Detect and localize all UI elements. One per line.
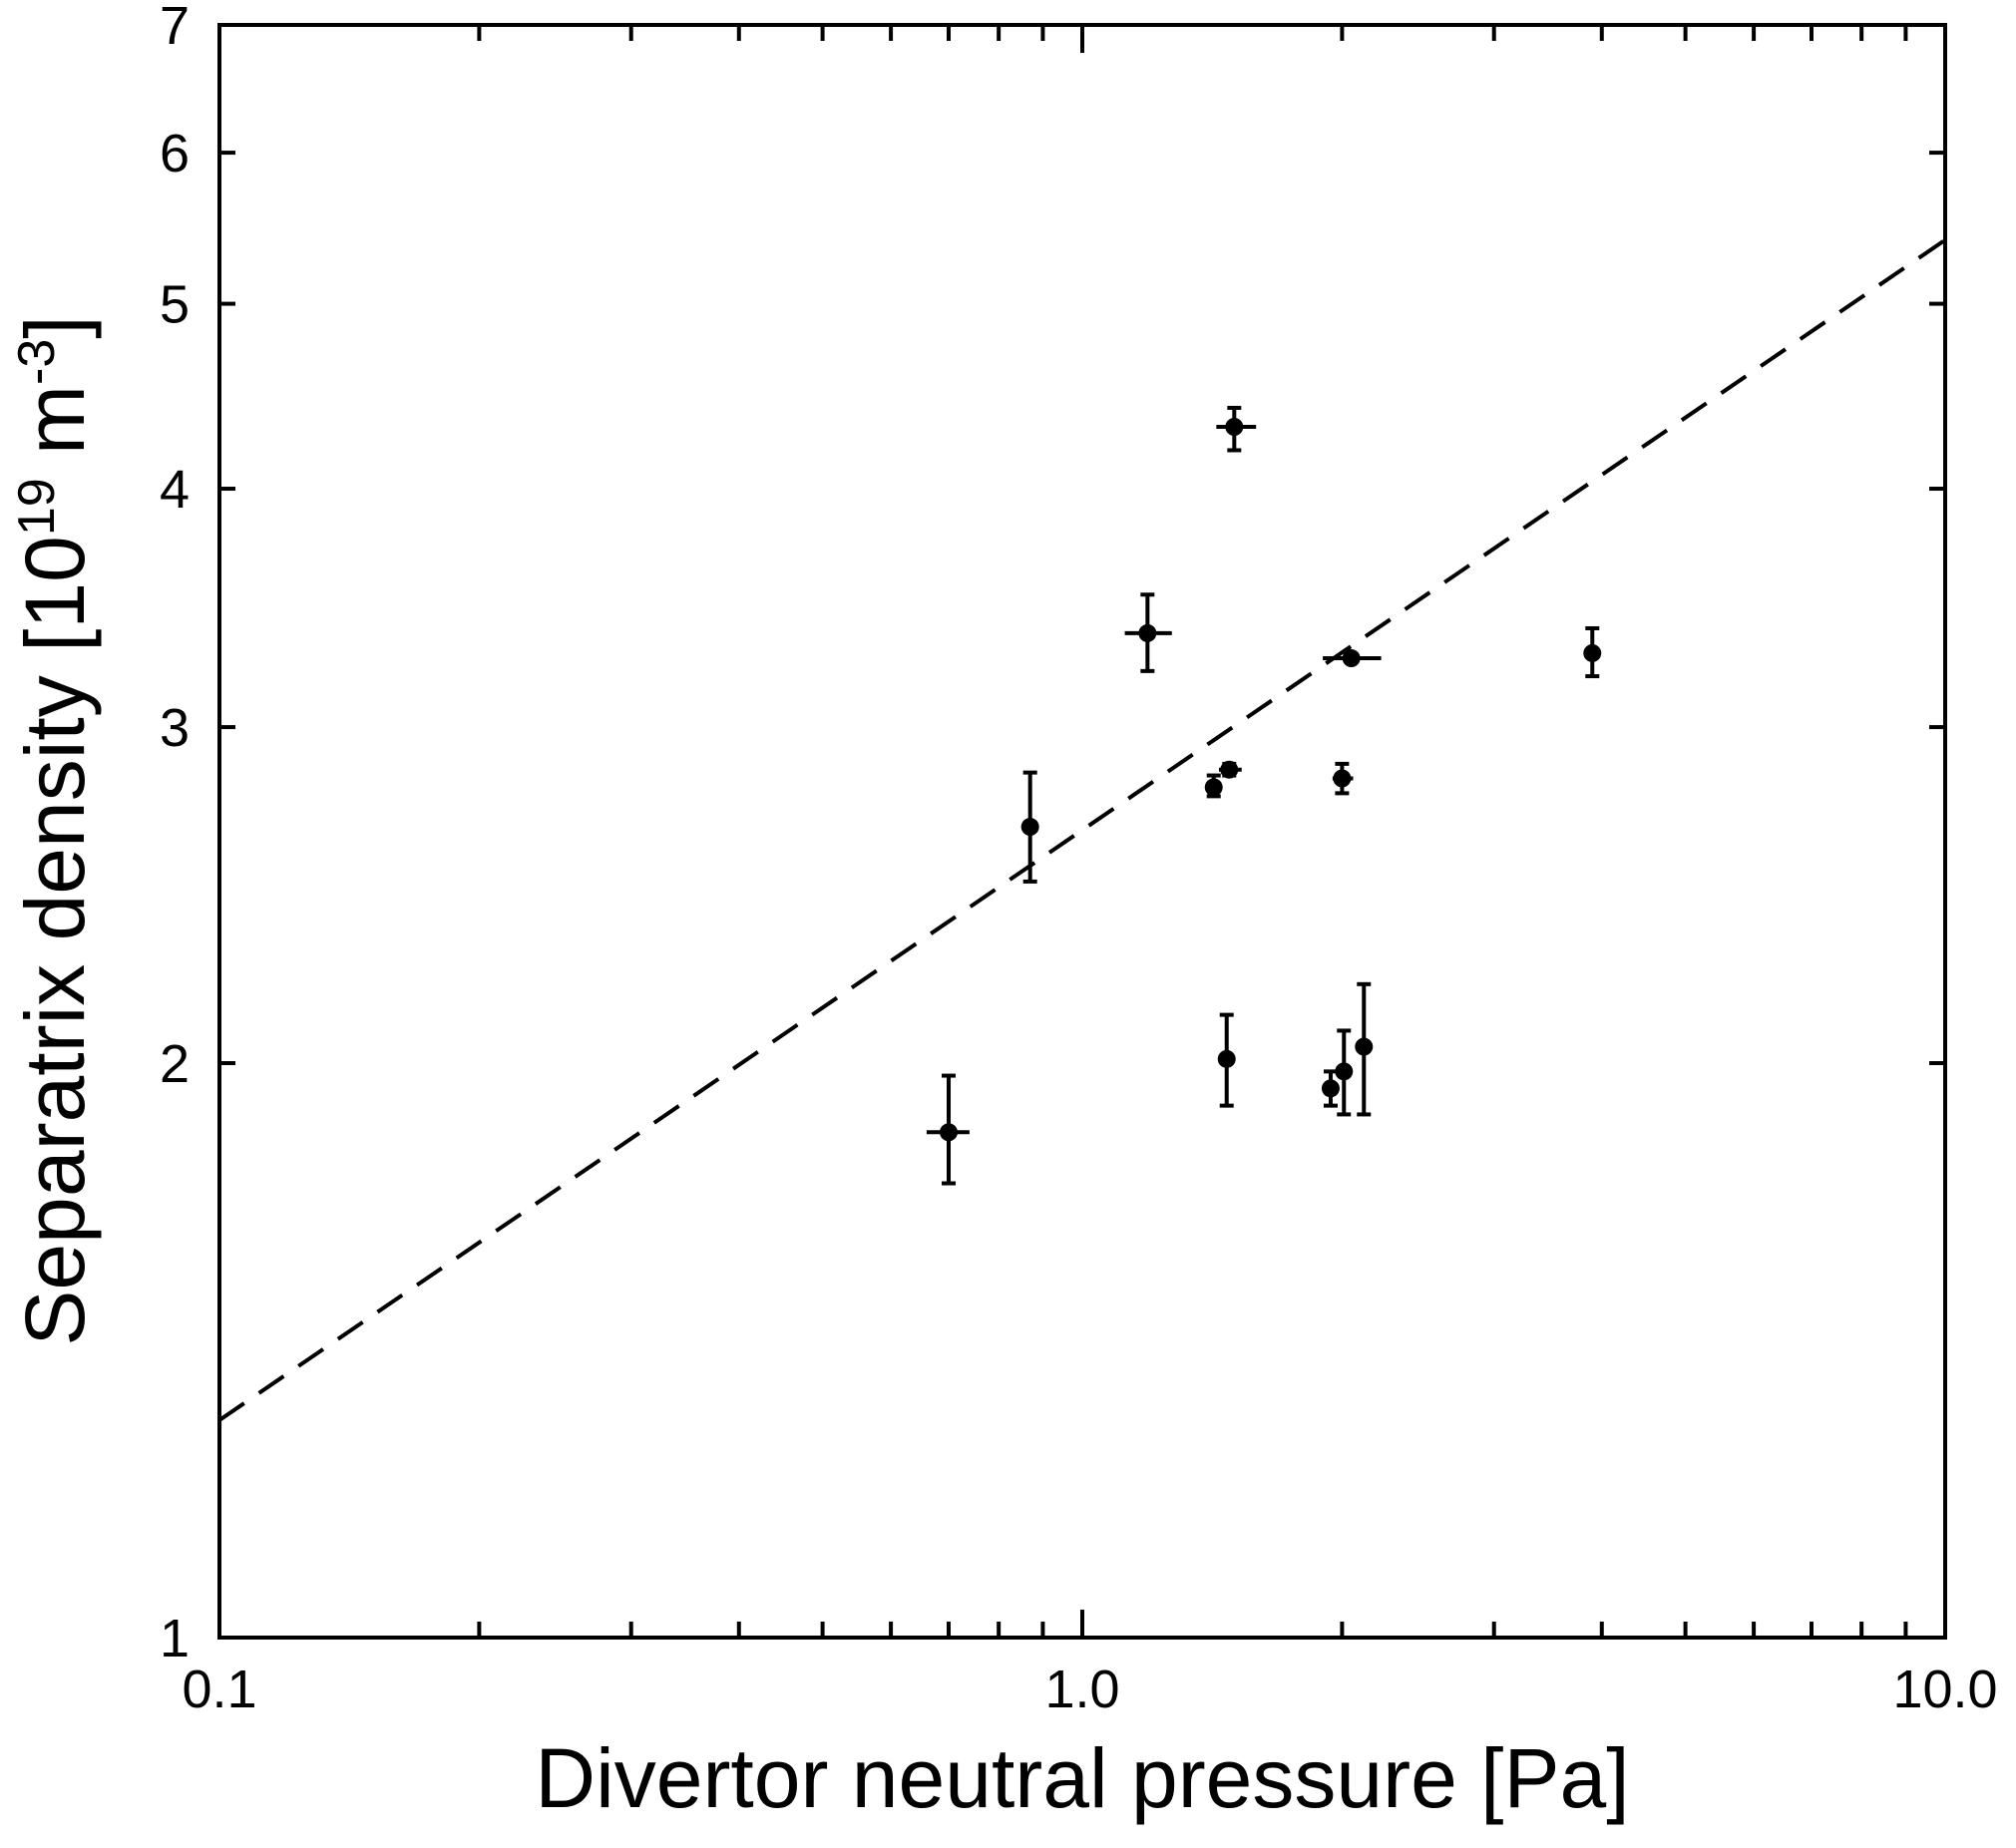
y-tick-label: 6	[160, 124, 190, 184]
fit-line-layer	[217, 237, 1947, 1422]
fit-line	[217, 237, 1947, 1422]
data-point-marker	[1220, 760, 1239, 779]
tick-marks-layer	[219, 25, 1945, 1638]
data-point	[1216, 405, 1257, 453]
y-tick-label: 1	[160, 1609, 190, 1668]
y-axis-title-suffix: ]	[8, 315, 102, 338]
data-points-layer	[926, 405, 1602, 1186]
x-tick-label: 1.0	[1044, 1660, 1119, 1719]
y-tick-label: 5	[160, 275, 190, 335]
data-point-marker	[1138, 623, 1157, 642]
data-point	[1583, 625, 1602, 679]
data-point-marker	[1217, 1049, 1236, 1068]
x-tick-label: 10.0	[1892, 1660, 1997, 1719]
data-point-marker	[1204, 778, 1223, 797]
y-axis-title-prefix: Separatrix density [10	[8, 536, 102, 1345]
data-point-marker	[1335, 1062, 1354, 1081]
data-point-marker	[940, 1123, 959, 1142]
data-point	[1218, 760, 1242, 779]
x-tick-labels: 0.1 1.0 10.0	[182, 1660, 1997, 1719]
x-axis-title: Divertor neutral pressure [Pa]	[535, 1731, 1629, 1825]
data-point-marker	[1321, 1079, 1340, 1098]
data-point-marker	[1342, 649, 1361, 668]
data-point-marker	[1020, 818, 1039, 837]
y-axis-title: Separatrix density [1019 m-3]	[8, 315, 102, 1345]
y-tick-label: 2	[160, 1034, 190, 1094]
y-tick-label: 7	[160, 0, 190, 56]
data-point	[1020, 770, 1039, 884]
y-axis-title-mid: m	[8, 385, 102, 478]
data-point	[926, 1073, 970, 1186]
data-point	[1335, 1028, 1354, 1117]
data-point	[1355, 981, 1374, 1117]
y-tick-label: 4	[160, 460, 190, 520]
y-axis-title-exp1: 19	[8, 478, 66, 536]
x-tick-label: 0.1	[182, 1660, 256, 1719]
y-tick-label: 3	[160, 698, 190, 758]
data-point	[1321, 1069, 1340, 1108]
data-point	[1204, 773, 1223, 799]
data-point	[1332, 761, 1354, 796]
y-axis-title-exp2: -3	[8, 339, 66, 385]
data-point	[1124, 592, 1172, 673]
data-point	[1217, 1012, 1236, 1108]
data-point-marker	[1333, 769, 1352, 788]
data-point-marker	[1355, 1037, 1374, 1056]
data-point	[1323, 649, 1382, 668]
data-point-marker	[1583, 643, 1602, 662]
data-point-marker	[1225, 417, 1244, 436]
y-tick-labels: 1 2 3 4 5 6 7	[160, 0, 190, 1668]
